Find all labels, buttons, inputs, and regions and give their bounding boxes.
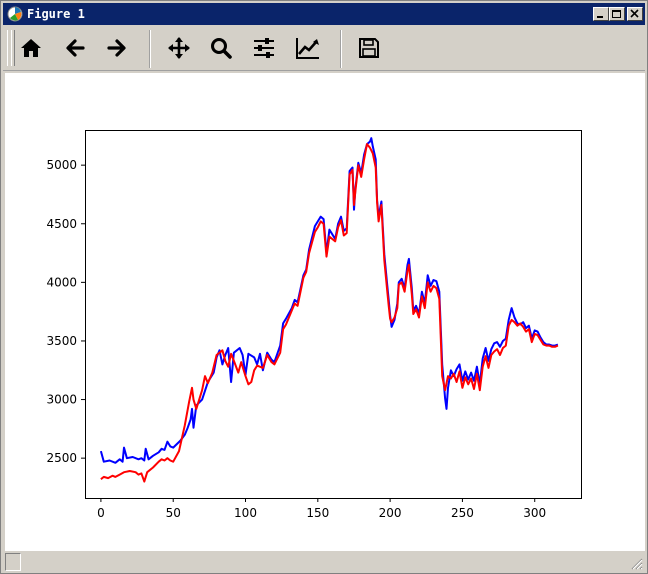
arrow-left-icon bbox=[66, 39, 85, 57]
edit-axis-button[interactable] bbox=[292, 32, 324, 64]
home-button[interactable] bbox=[15, 32, 47, 64]
y-tick-label: 4500 bbox=[46, 217, 77, 231]
floppy-disk-icon bbox=[359, 38, 379, 58]
y-tick-label: 3500 bbox=[46, 334, 77, 348]
move-icon bbox=[168, 37, 190, 59]
line-chart-icon bbox=[296, 38, 319, 59]
save-button[interactable] bbox=[353, 32, 385, 64]
figure-canvas[interactable]: 0 50 100 150 200 250 300 2500 3000 3500 4000 4500 5… bbox=[5, 73, 645, 551]
y-tick-label: 5000 bbox=[46, 158, 77, 172]
arrow-right-icon bbox=[107, 39, 126, 57]
x-tick-label: 0 bbox=[97, 506, 105, 520]
x-tick-label: 300 bbox=[523, 506, 546, 520]
sliders-icon bbox=[254, 38, 274, 58]
minimize-icon bbox=[597, 16, 603, 18]
x-tick-label: 50 bbox=[166, 506, 181, 520]
toolbar-grip-inner bbox=[11, 30, 15, 66]
y-tick-label: 2500 bbox=[46, 451, 77, 465]
toolbar-separator bbox=[340, 30, 342, 68]
close-button[interactable] bbox=[627, 7, 643, 21]
line-chart[interactable]: 0 50 100 150 200 250 300 2500 3000 3500 4000 4500 5… bbox=[5, 73, 645, 551]
minimize-button[interactable] bbox=[593, 7, 609, 21]
maximize-button[interactable] bbox=[609, 7, 625, 21]
window-title: Figure 1 bbox=[27, 7, 85, 21]
forward-button[interactable] bbox=[101, 32, 133, 64]
close-icon bbox=[630, 9, 639, 18]
x-tick-label: 250 bbox=[451, 506, 474, 520]
configure-subplots-button[interactable] bbox=[248, 32, 280, 64]
x-tick-label: 200 bbox=[379, 506, 402, 520]
series-line-2 bbox=[100, 143, 559, 483]
toolbar bbox=[3, 26, 645, 71]
y-axis: 2500 3000 3500 4000 4500 5000 bbox=[46, 158, 85, 465]
back-button[interactable] bbox=[59, 32, 91, 64]
status-bar bbox=[3, 552, 645, 572]
app-icon bbox=[7, 6, 23, 22]
y-tick-label: 4000 bbox=[46, 275, 77, 289]
pan-button[interactable] bbox=[163, 32, 195, 64]
zoom-button[interactable] bbox=[205, 32, 237, 64]
magnifier-icon bbox=[211, 38, 232, 59]
series-line-1 bbox=[99, 137, 559, 464]
series-layer bbox=[99, 137, 559, 483]
resize-grip-icon[interactable] bbox=[629, 556, 643, 570]
maximize-icon bbox=[612, 10, 621, 18]
toolbar-separator bbox=[149, 30, 151, 68]
home-icon bbox=[21, 39, 41, 57]
title-bar[interactable]: Figure 1 bbox=[3, 3, 645, 25]
status-cell bbox=[5, 553, 21, 571]
y-tick-label: 3000 bbox=[46, 393, 77, 407]
x-tick-label: 100 bbox=[234, 506, 257, 520]
axes-frame bbox=[85, 130, 582, 499]
x-tick-label: 150 bbox=[306, 506, 329, 520]
x-axis: 0 50 100 150 200 250 300 bbox=[97, 498, 546, 520]
